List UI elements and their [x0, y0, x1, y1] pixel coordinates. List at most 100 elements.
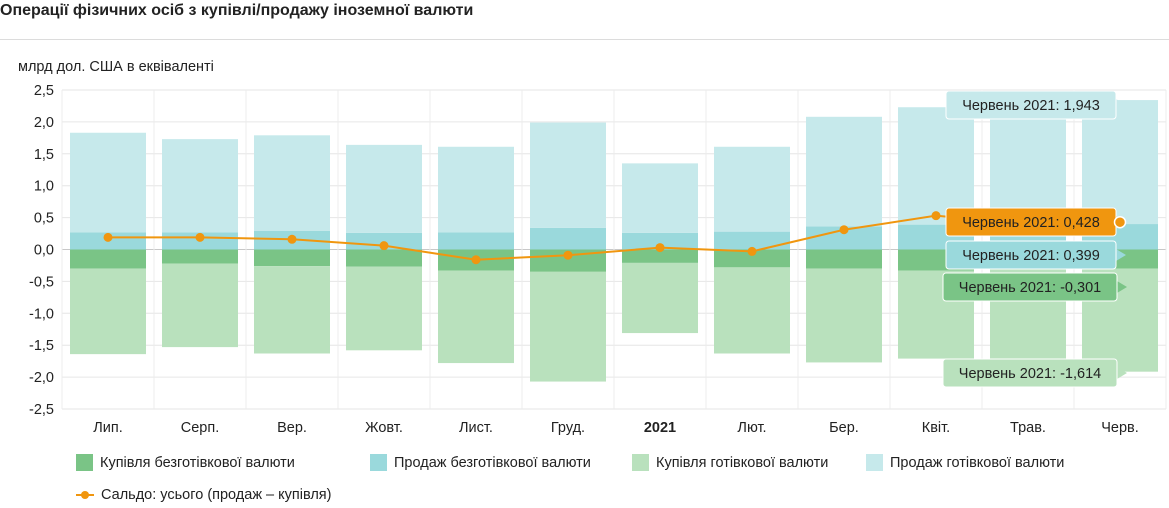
y-tick-label: -1,5 [29, 338, 54, 354]
x-tick-label: Лют. [737, 420, 766, 436]
legend-line-swatch [76, 490, 94, 500]
bar-cash-purchase [714, 267, 790, 354]
bar-cash-sale [346, 144, 422, 233]
bar-cash-purchase [622, 262, 698, 334]
legend-label: Продаж готівкової валюти [890, 454, 1065, 471]
saldo-point [379, 241, 389, 251]
tooltip-pointer [1117, 367, 1127, 379]
legend-swatch [76, 454, 93, 471]
tooltip-box [945, 90, 1117, 120]
x-tick-label: Груд. [551, 420, 585, 436]
title-divider [0, 39, 1169, 40]
y-tick-labels: 2,5 2,0 1,5 1,0 0,5 0,0 -0,5 -1,0 -1,5 -2,0 -2,5 [29, 83, 54, 418]
bar-cash-purchase [806, 268, 882, 363]
legend-item-saldo[interactable]: Сальдо: усього (продаж – купівля) [76, 487, 332, 503]
legend-swatch [866, 454, 883, 471]
x-tick-label: Черв. [1101, 420, 1139, 436]
bar-cash-purchase [438, 270, 514, 364]
tooltips: Червень 2021: 1,943 Червень 2021: 0,428 Че… [942, 90, 1127, 388]
bar-noncash-sale [714, 231, 790, 250]
legend-label: Сальдо: усього (продаж – купівля) [101, 487, 332, 503]
bar-noncash-purchase [622, 249, 698, 263]
bar-cash-sale [990, 109, 1066, 226]
y-tick-label: 0,5 [34, 211, 54, 227]
saldo-point [839, 225, 849, 235]
tooltip-box [945, 240, 1117, 270]
bar-noncash-purchase [714, 249, 790, 268]
legend-label: Продаж безготівкової валюти [394, 454, 591, 471]
saldo-point-highlight [1113, 215, 1127, 229]
tooltip-noncash-sale: Червень 2021: 0,399 [945, 240, 1126, 270]
bar-noncash-purchase [254, 249, 330, 267]
bar-cash-purchase [162, 263, 238, 348]
bar-cash-sale [530, 122, 606, 228]
bar-noncash-purchase [70, 249, 146, 269]
bar-noncash-purchase [530, 249, 606, 272]
x-tick-label: Лип. [93, 420, 123, 436]
x-tick-label: Жовт. [365, 420, 403, 436]
y-axis-unit-label: млрд дол. США в еквіваленті [18, 59, 214, 75]
tooltip-pointer [1117, 281, 1127, 293]
bar-cash-sale [714, 146, 790, 232]
x-tick-label: Трав. [1010, 420, 1046, 436]
saldo-point [471, 255, 481, 265]
bar-cash-sale [622, 163, 698, 233]
legend-item-noncash-sale[interactable]: Продаж безготівкової валюти [370, 454, 591, 471]
bar-cash-sale [1082, 100, 1158, 225]
bar-noncash-purchase [806, 249, 882, 269]
tooltip-pointer [1116, 249, 1126, 261]
tooltip-cash-sale: Червень 2021: 1,943 [945, 90, 1126, 120]
x-tick-label: Квіт. [922, 420, 950, 436]
tooltip-pointer [1116, 99, 1126, 111]
bar-cash-purchase [346, 266, 422, 351]
bar-cash-purchase [254, 266, 330, 354]
saldo-point [103, 232, 113, 242]
legend-item-cash-sale[interactable]: Продаж готівкової валюти [866, 454, 1064, 471]
bar-cash-sale [162, 139, 238, 233]
bar-cash-purchase [70, 268, 146, 355]
y-tick-label: 2,5 [34, 83, 54, 99]
bar-noncash-sale [622, 232, 698, 250]
bar-noncash-sale [438, 232, 514, 250]
legend-label: Купівля готівкової валюти [656, 454, 829, 471]
bar-cash-sale [254, 135, 330, 231]
y-tick-label: 2,0 [34, 115, 54, 131]
legend-swatch [632, 454, 649, 471]
legend-item-noncash-purchase[interactable]: Купівля безготівкової валюти [76, 454, 295, 471]
tooltip-text: Червень 2021: 1,943 [962, 98, 1100, 114]
x-tick-label: Вер. [277, 420, 307, 436]
saldo-point [931, 211, 941, 221]
y-tick-label: -0,5 [29, 274, 54, 290]
bar-cash-sale [898, 107, 974, 225]
page-title: Операції фізичних осіб з купівлі/продажу… [0, 2, 474, 19]
tooltip-box [942, 358, 1118, 388]
bar-noncash-sale [530, 227, 606, 250]
x-tick-labels: Лип. Серп. Вер. Жовт. Лист. Груд. 2021 Лют. Бер.… [93, 420, 1139, 436]
bar-noncash-sale [806, 226, 882, 250]
bar-noncash-purchase [162, 249, 238, 264]
tooltip-noncash-purchase: Червень 2021: -0,301 [942, 272, 1127, 302]
tooltip-saldo: Червень 2021: 0,428 [945, 207, 1126, 237]
saldo-point [195, 232, 205, 242]
bar-noncash-purchase [346, 249, 422, 267]
tooltip-text: Червень 2021: -0,301 [959, 280, 1101, 296]
bar-cash-sale [70, 132, 146, 233]
saldo-point [747, 246, 757, 256]
y-tick-label: -2,0 [29, 370, 54, 386]
y-tick-label: 1,5 [34, 147, 54, 163]
y-tick-label: 1,0 [34, 179, 54, 195]
saldo-point [563, 250, 573, 260]
tooltip-text: Червень 2021: -1,614 [959, 366, 1101, 382]
legend-item-cash-purchase[interactable]: Купівля готівкової валюти [632, 454, 828, 471]
x-tick-label: Бер. [829, 420, 859, 436]
tooltip-text: Червень 2021: 0,399 [962, 248, 1100, 264]
y-tick-label: -2,5 [29, 402, 54, 418]
bar-cash-sale [806, 116, 882, 227]
tooltip-cash-purchase: Червень 2021: -1,614 [942, 358, 1127, 388]
bar-cash-purchase [530, 271, 606, 382]
y-tick-label: 0,0 [34, 243, 54, 259]
saldo-point [655, 243, 665, 253]
tooltip-text: Червень 2021: 0,428 [962, 215, 1100, 231]
legend-label: Купівля безготівкової валюти [100, 454, 295, 471]
